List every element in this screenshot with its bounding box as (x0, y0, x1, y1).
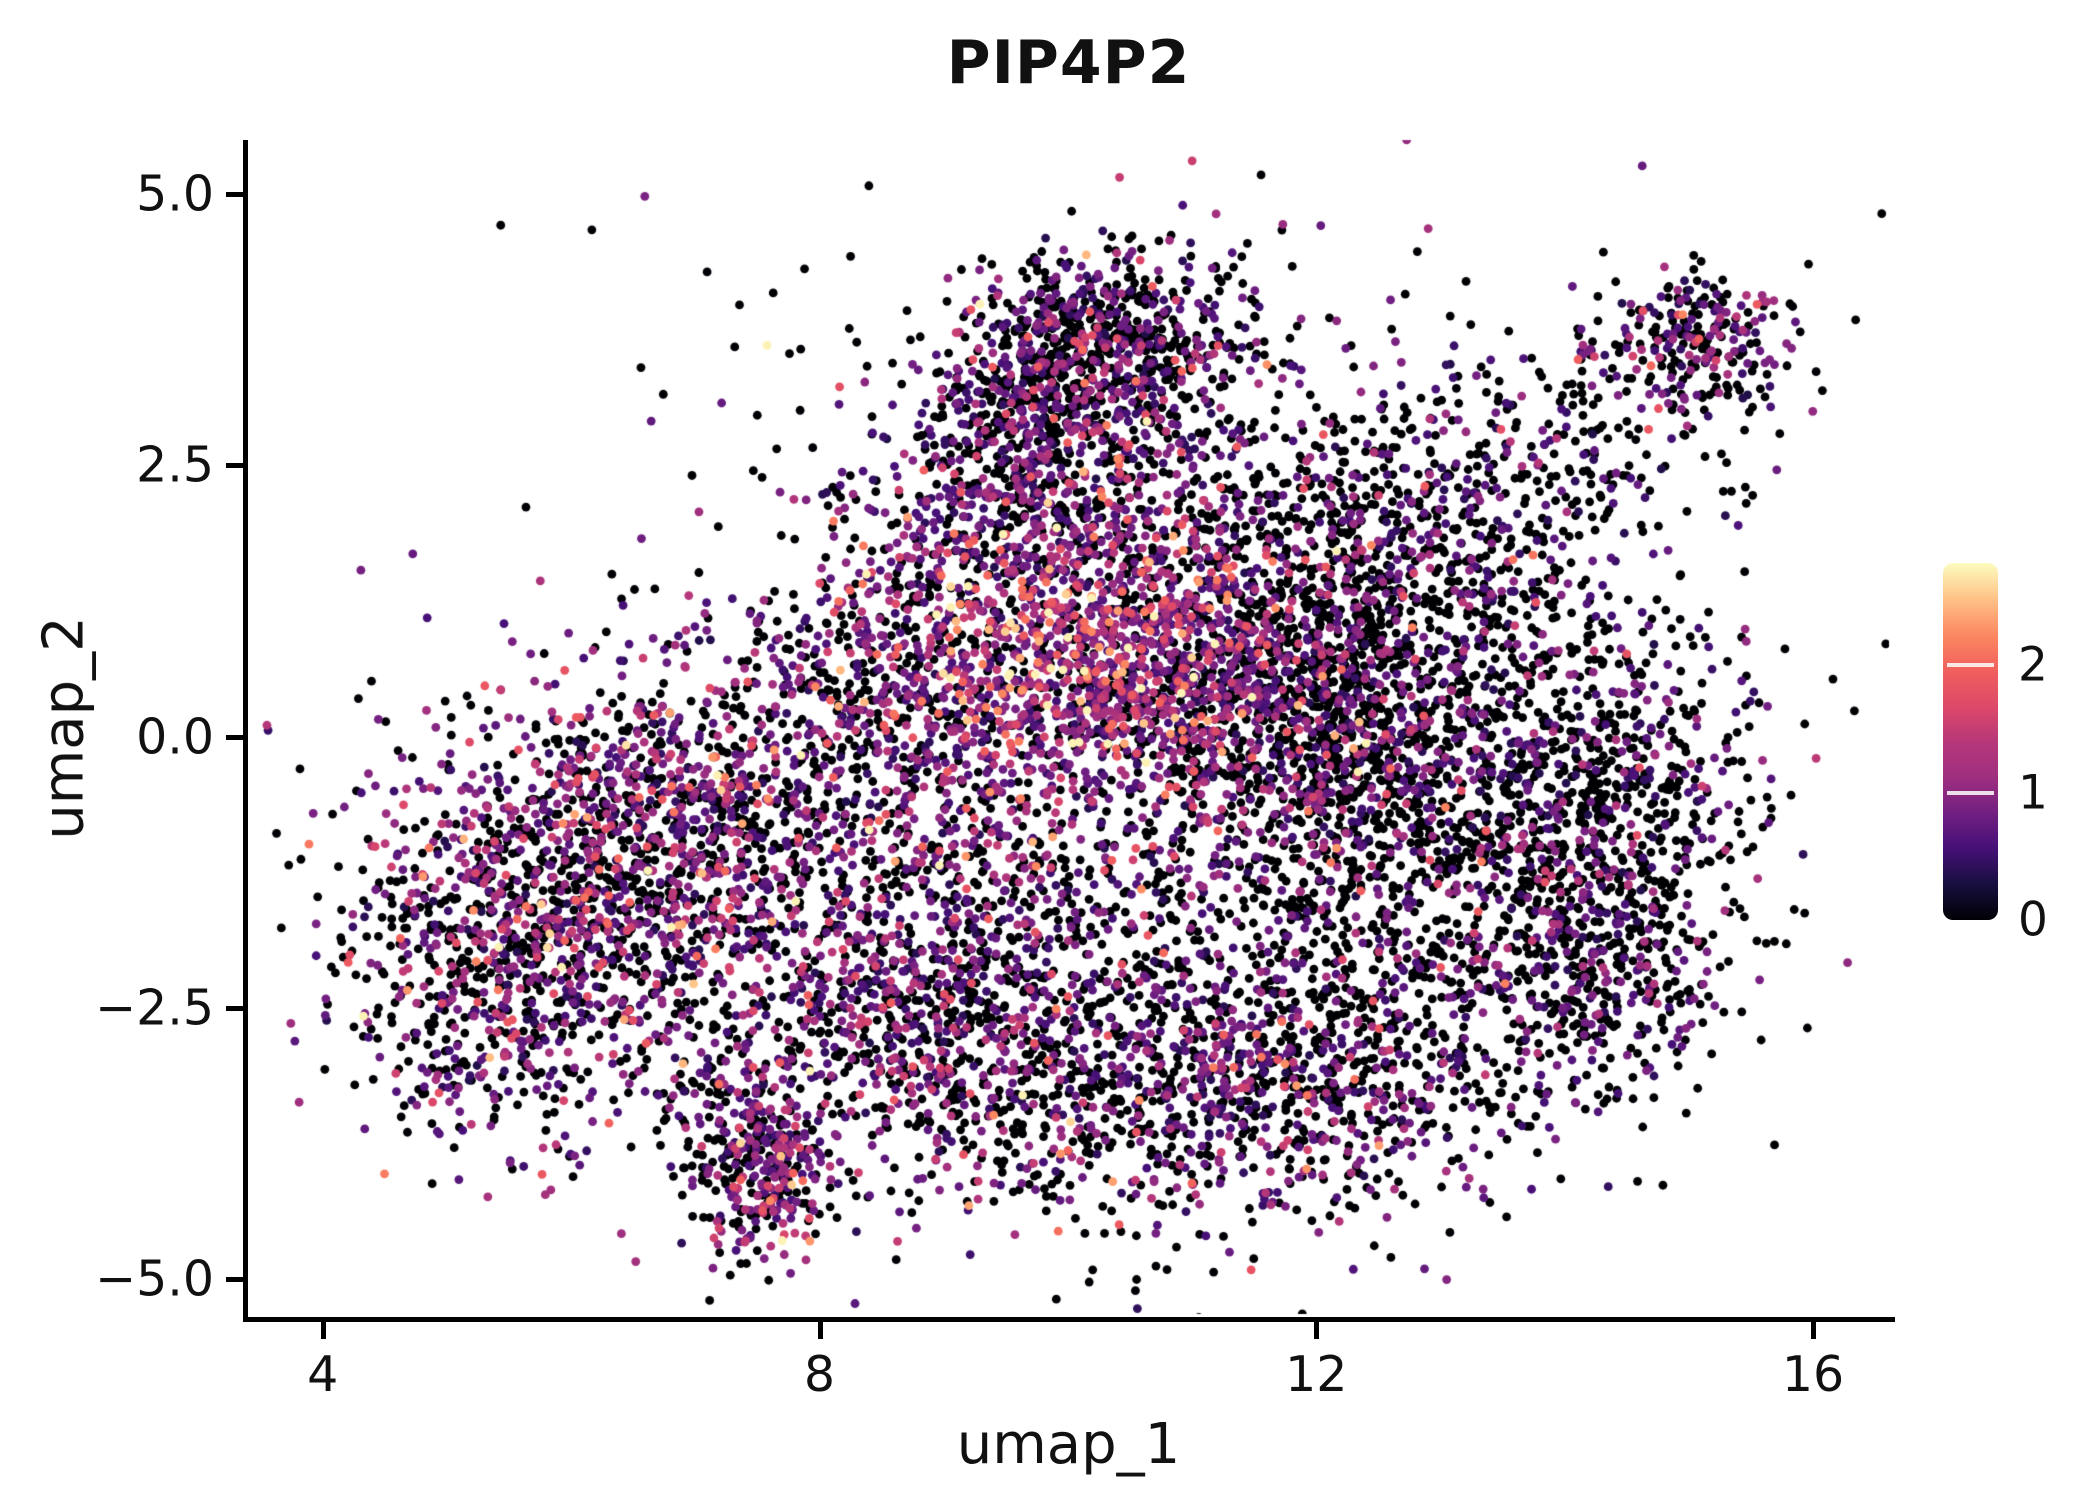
x-tick-label: 4 (307, 1346, 339, 1403)
y-axis-tick (226, 192, 243, 198)
y-axis-tick (226, 1005, 243, 1011)
x-tick-label: 8 (803, 1346, 836, 1403)
y-axis-tick (226, 463, 243, 469)
colorbar-tick-label: 2 (2018, 637, 2048, 693)
y-tick-label: −5.0 (95, 1250, 214, 1308)
y-tick-label: −2.5 (95, 979, 214, 1037)
y-axis-tick (226, 734, 243, 740)
x-axis-tick (320, 1322, 326, 1339)
y-tick-label: 2.5 (136, 436, 214, 494)
y-tick-label: 5.0 (136, 165, 214, 223)
colorbar-tick (1947, 790, 1994, 795)
colorbar-tick-label: 0 (2018, 892, 2048, 948)
y-axis-label: umap_2 (31, 616, 97, 840)
x-axis-label: umap_1 (956, 1412, 1181, 1477)
x-tick-label: 12 (1285, 1346, 1348, 1403)
colorbar-tick-label: 1 (2018, 765, 2048, 820)
x-tick-label: 16 (1781, 1346, 1845, 1403)
colorbar-gradient (1943, 563, 1998, 920)
colorbar-tick (1947, 663, 1994, 667)
y-axis-tick (226, 1277, 243, 1283)
y-axis-line (243, 140, 248, 1322)
y-tick-label: 0.0 (136, 708, 214, 766)
x-axis-tick (1314, 1322, 1320, 1339)
x-axis-line (243, 1317, 1895, 1322)
x-axis-tick (817, 1322, 823, 1339)
x-axis-tick (1811, 1322, 1816, 1339)
